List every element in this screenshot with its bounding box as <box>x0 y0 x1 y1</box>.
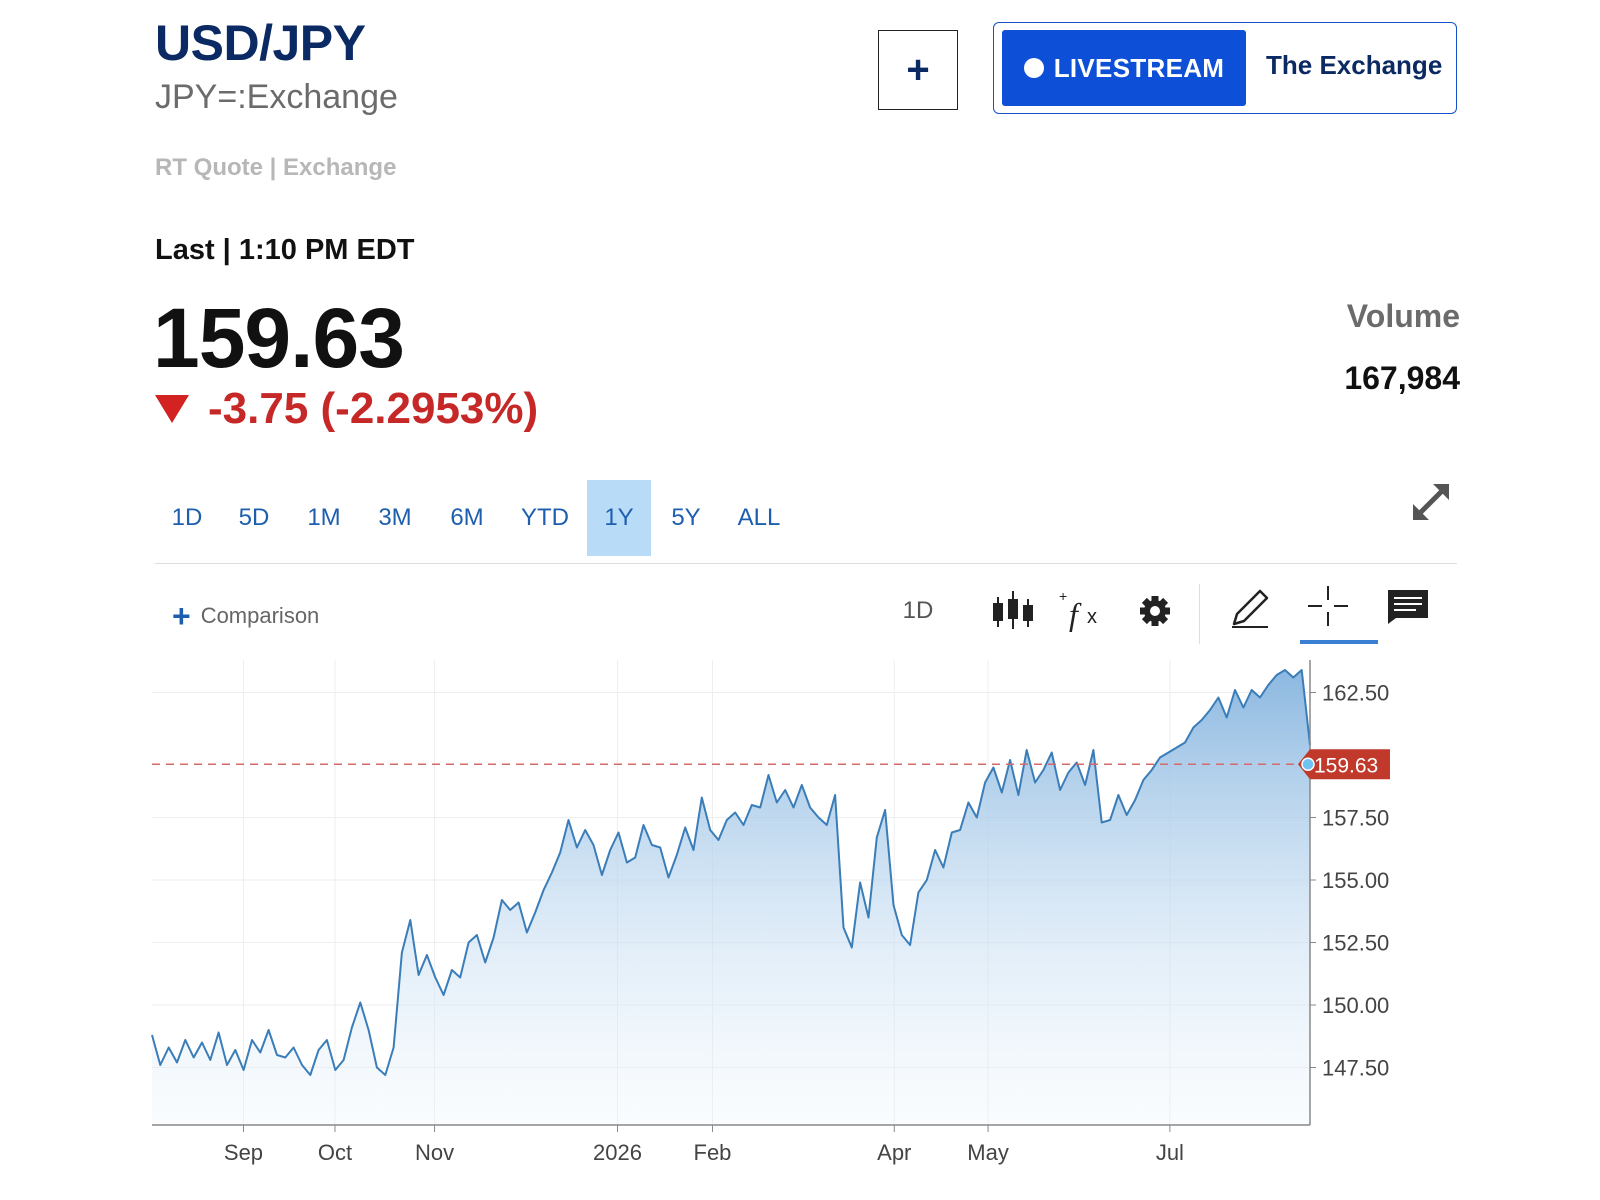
svg-text:f: f <box>1069 596 1082 632</box>
exchange-symbol: JPY=:Exchange <box>155 78 398 116</box>
x-tick-label: 2026 <box>593 1140 642 1165</box>
current-price-dot <box>1301 757 1315 771</box>
interval-button[interactable]: 1D <box>902 597 934 624</box>
page-title: USD/JPY <box>155 15 366 71</box>
active-tool-indicator <box>1300 640 1378 644</box>
volume-label: Volume <box>1346 298 1460 334</box>
last-price: 159.63 <box>153 291 405 385</box>
crosshair-icon[interactable] <box>1300 578 1356 634</box>
price-tag-shape <box>1298 749 1390 780</box>
news-icon[interactable] <box>1380 578 1436 634</box>
tab-3m[interactable]: 3M <box>378 504 412 531</box>
x-tick-label: Oct <box>318 1140 352 1165</box>
y-tick-label: 155.00 <box>1322 868 1389 893</box>
tab-1m[interactable]: 1M <box>307 504 341 531</box>
tab-5d[interactable]: 5D <box>238 504 270 531</box>
gear-icon[interactable] <box>1127 583 1183 639</box>
price-area <box>152 670 1310 1125</box>
x-tick-label: Sep <box>224 1140 263 1165</box>
comparison-label: Comparison <box>200 603 320 628</box>
svg-text:x: x <box>1087 606 1097 628</box>
y-tick-label: 152.50 <box>1322 931 1389 956</box>
price-line <box>151 669 1311 1076</box>
price-chart[interactable]: 162.50 157.50 155.00 152.50 150.00 147.50 Sep O… <box>150 650 1430 1200</box>
livestream-label: LIVESTREAM <box>1053 52 1225 83</box>
the-exchange-link[interactable]: The Exchange <box>1266 50 1443 80</box>
price-tag-label: 159.63 <box>1314 754 1378 777</box>
plus-icon: + <box>172 598 191 634</box>
price-change: -3.75 (-2.2953%) <box>208 384 539 433</box>
svg-text:+: + <box>1059 588 1067 604</box>
livestream-button[interactable]: LIVESTREAM <box>1002 30 1246 106</box>
add-to-watchlist-button[interactable]: + <box>878 30 958 110</box>
x-tick-label: Jul <box>1156 1140 1184 1165</box>
y-tick-label: 162.50 <box>1322 681 1389 706</box>
candlestick-icon[interactable] <box>985 583 1041 639</box>
y-tick-label: 157.50 <box>1322 806 1389 831</box>
down-arrow-icon <box>155 395 189 423</box>
y-tick-label: 150.00 <box>1322 993 1389 1018</box>
comparison-button[interactable]: + Comparison <box>172 600 319 632</box>
expand-icon[interactable] <box>1407 478 1455 526</box>
last-time-label: Last | 1:10 PM EDT <box>155 234 415 266</box>
fx-study-icon[interactable]: + f x <box>1055 583 1111 639</box>
y-tick-label: 147.50 <box>1322 1056 1389 1081</box>
quote-source: RT Quote | Exchange <box>155 154 397 181</box>
current-price-tag: 159.63 <box>1298 749 1390 780</box>
range-tabs: 1D 5D 1M 3M 6M YTD 1Y 5Y ALL <box>155 478 797 558</box>
live-dot-icon <box>1023 58 1044 78</box>
volume-value: 167,984 <box>1344 360 1460 396</box>
divider <box>155 563 1457 564</box>
tab-5y[interactable]: 5Y <box>671 504 701 531</box>
pencil-draw-icon[interactable] <box>1222 580 1278 636</box>
toolbar-divider <box>1199 584 1200 644</box>
tab-1y[interactable]: 1Y <box>587 480 651 556</box>
x-tick-label: Nov <box>415 1140 454 1165</box>
tab-all[interactable]: ALL <box>737 504 781 531</box>
x-tick-label: May <box>967 1140 1009 1165</box>
tab-1d[interactable]: 1D <box>171 504 203 531</box>
x-tick-label: Feb <box>694 1140 732 1165</box>
tab-6m[interactable]: 6M <box>450 504 484 531</box>
tab-ytd[interactable]: YTD <box>521 504 569 531</box>
x-tick-label: Apr <box>877 1140 911 1165</box>
